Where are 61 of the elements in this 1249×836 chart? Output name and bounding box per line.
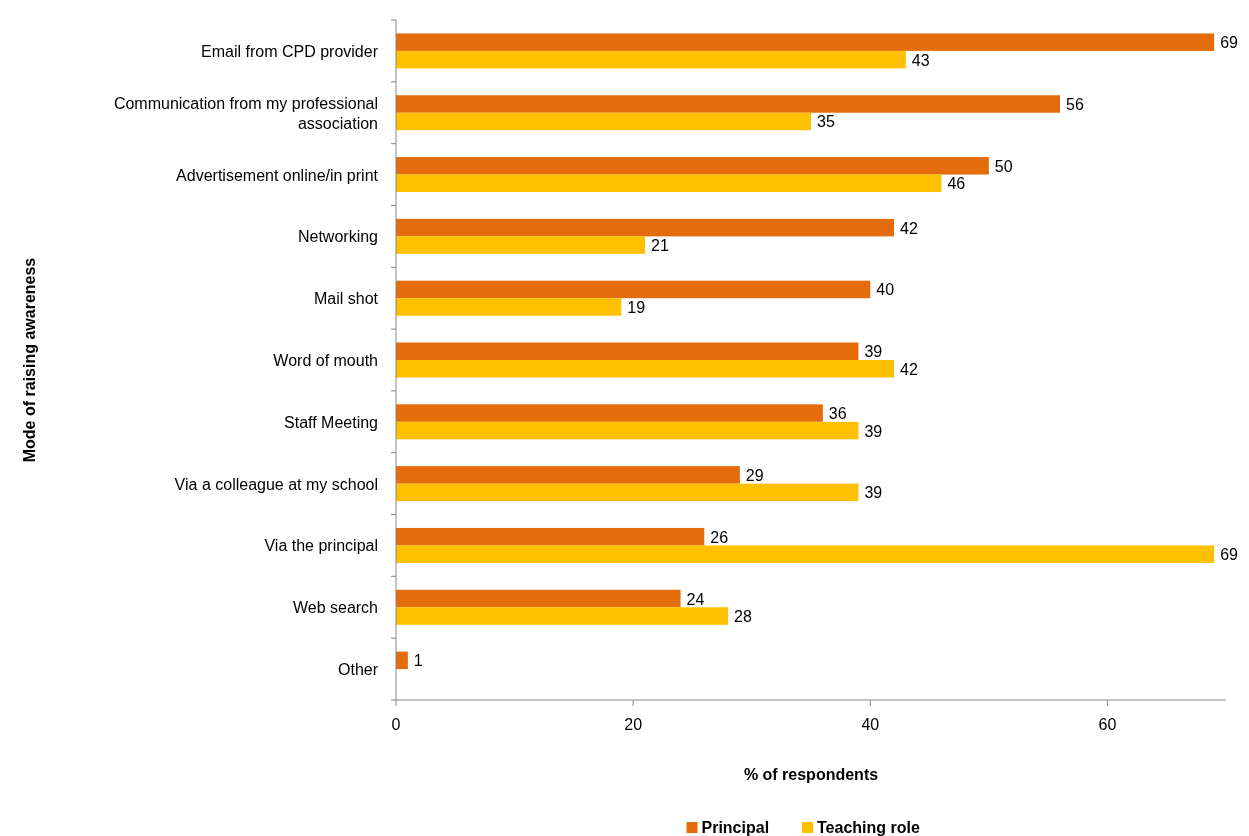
data-label: 46	[947, 175, 966, 193]
bar	[396, 651, 408, 670]
data-label: 69	[1220, 546, 1239, 564]
bar	[396, 50, 906, 69]
bar	[396, 607, 728, 625]
legend-label: Principal	[701, 819, 770, 836]
bar	[396, 404, 823, 422]
y-tick-label: Advertisement online/in print	[176, 166, 379, 184]
x-tick-label: 60	[1098, 716, 1117, 733]
y-tick-label: Communication from my professional association	[113, 94, 378, 132]
bar	[396, 483, 859, 502]
bar	[396, 112, 811, 131]
bar	[396, 218, 894, 237]
bar	[396, 421, 859, 440]
data-label: 1	[413, 652, 423, 670]
bar	[396, 527, 705, 546]
y-tick-label: Via a colleague at my school	[174, 475, 378, 493]
data-label: 39	[864, 422, 883, 440]
data-label: 56	[1066, 95, 1084, 113]
y-tick-label: Email from CPD provider	[201, 42, 379, 60]
bar	[396, 95, 1060, 113]
x-axis-title: % of respondents	[743, 766, 879, 783]
data-label: 69	[1220, 34, 1239, 52]
data-label: 35	[817, 113, 835, 131]
data-label: 36	[828, 405, 847, 423]
bar	[396, 545, 1215, 563]
bar	[396, 33, 1215, 51]
data-label: 39	[864, 343, 883, 361]
data-label: 19	[627, 298, 646, 316]
x-tick-label: 0	[391, 716, 401, 733]
data-label: 26	[710, 528, 729, 546]
y-tick-label: Via the principal	[264, 537, 378, 555]
data-label: 42	[900, 360, 918, 378]
data-label: 28	[734, 608, 752, 626]
y-tick-label: Web search	[292, 599, 378, 617]
bar	[396, 236, 645, 254]
y-tick-label: Mail shot	[313, 290, 379, 308]
bar	[396, 466, 740, 484]
data-label: 40	[876, 281, 895, 299]
x-tick-label: 40	[861, 716, 880, 733]
legend-label: Teaching role	[817, 819, 920, 836]
y-axis-title: Mode of raising awareness	[21, 257, 38, 463]
data-label: 43	[911, 51, 930, 69]
bar	[396, 157, 989, 175]
data-label: 24	[686, 590, 705, 608]
y-tick-label: Word of mouth	[273, 352, 378, 369]
data-label: 29	[745, 466, 764, 484]
bar	[396, 298, 622, 316]
bar	[396, 360, 894, 378]
bar	[396, 342, 859, 360]
data-label: 39	[864, 484, 883, 502]
bar	[396, 589, 681, 608]
bar	[396, 174, 942, 193]
data-label: 42	[900, 219, 918, 237]
bar	[396, 280, 871, 299]
data-label: 21	[651, 237, 669, 255]
y-tick-label: Staff Meeting	[284, 413, 378, 431]
y-tick-label: Other	[337, 661, 379, 679]
x-tick-label: 20	[624, 716, 643, 733]
data-label: 50	[994, 157, 1013, 175]
y-tick-label: Networking	[297, 228, 378, 246]
